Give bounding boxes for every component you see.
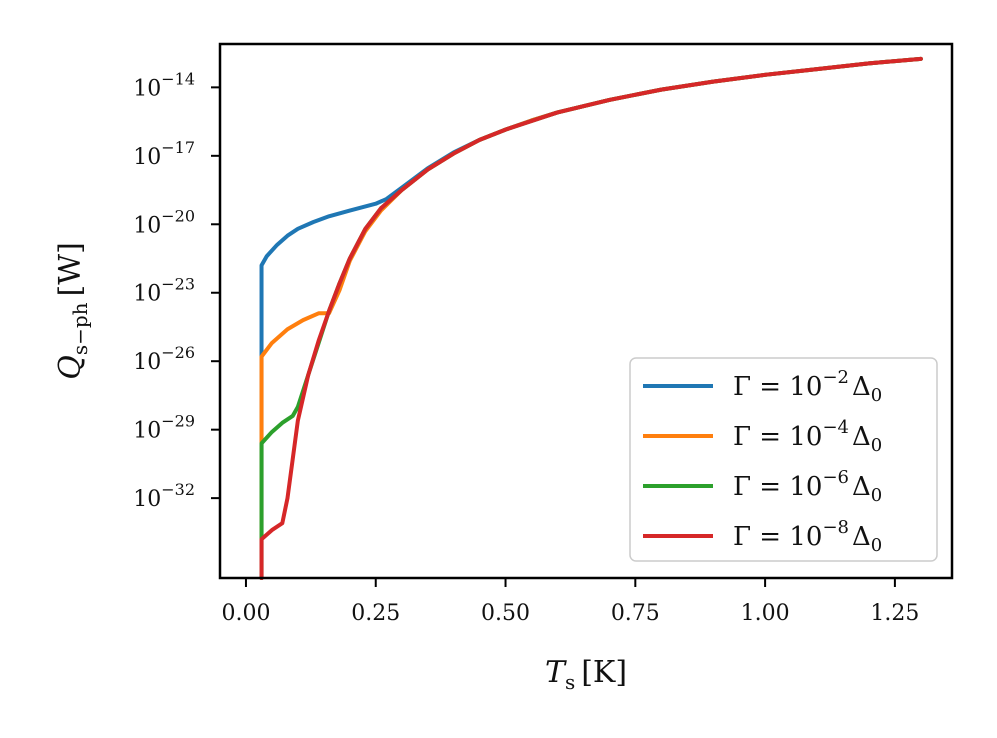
y-axis-ticks: 10−14 10−17 10−20 10−23 10−26 10−29 10−32 [133,69,220,512]
legend-label-1: Γ = 10−2 Δ0 [733,367,882,406]
y-tick-label: 10−29 [133,412,195,444]
y-tick-label: 10−26 [133,343,195,375]
y-axis-label: Qs−ph[W] [53,242,92,380]
y-tick-label: 10−17 [133,138,195,170]
y-tick-label: 10−23 [133,275,195,307]
x-tick-label: 1.25 [870,601,919,626]
x-tick-label: 0.25 [351,601,400,626]
legend-label-3: Γ = 10−6 Δ0 [733,467,882,506]
y-tick-label: 10−32 [133,480,195,512]
y-tick-label: 10−20 [133,206,195,238]
plot-frame [218,42,954,580]
legend-label-4: Γ = 10−8 Δ0 [733,517,882,556]
legend-label-2: Γ = 10−4 Δ0 [733,417,882,456]
x-tick-label: 0.50 [481,601,530,626]
y-tick-label: 10−14 [133,69,195,101]
x-axis-label: Ts [K] [545,655,627,694]
series-line-4 [259,56,923,580]
x-axis-ticks: 0.00 0.25 0.50 0.75 1.00 1.25 [221,578,919,626]
series-layer [259,56,923,580]
legend-box [629,357,938,562]
legend-items: Γ = 10−2 Δ0 Γ = 10−4 Δ0 Γ = 10−6 Δ0 Γ = 10−8 Δ0 [643,367,882,556]
x-tick-label: 0.00 [221,601,270,626]
x-tick-label: 0.75 [611,601,660,626]
legend: Γ = 10−2 Δ0 Γ = 10−4 Δ0 Γ = 10−6 Δ0 Γ = 10−8 Δ0 [629,357,938,562]
x-tick-label: 1.00 [741,601,790,626]
